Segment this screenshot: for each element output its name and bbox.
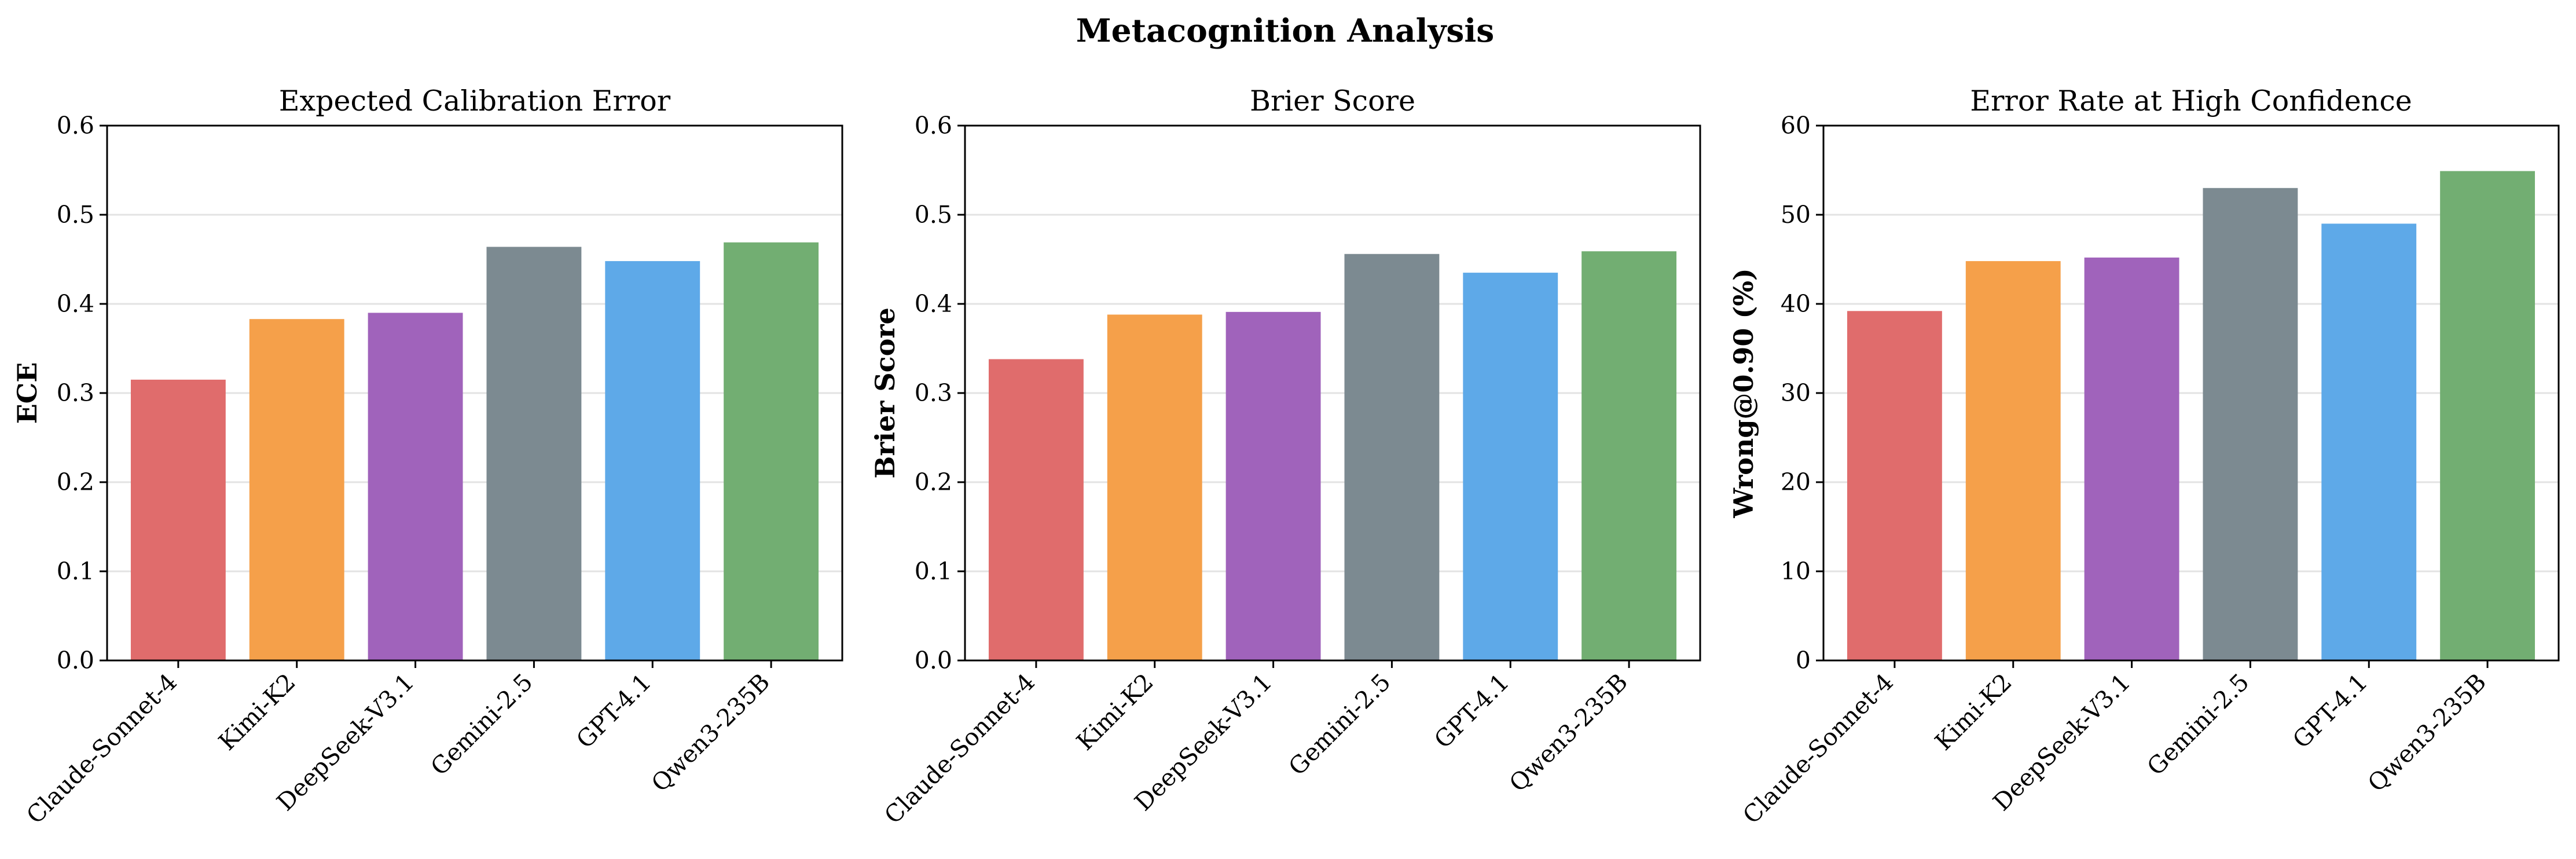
plot-frame xyxy=(1822,124,2560,662)
x-tick-label: Kimi-K2 xyxy=(1071,668,1159,756)
y-tick-label: 0.3 xyxy=(57,379,94,407)
x-tick-label: Qwen3-235B xyxy=(2362,668,2491,797)
bar-gpt-4-1 xyxy=(605,261,700,661)
y-tick-label: 0.3 xyxy=(915,379,952,407)
bar-kimi-k2 xyxy=(1965,261,2061,661)
figure-title: Metacognition Analysis xyxy=(1076,12,1495,49)
y-tick-label: 0.6 xyxy=(915,112,952,140)
y-tick-label: 0.1 xyxy=(915,557,952,585)
y-tick-label: 40 xyxy=(1781,290,1811,318)
bar-claude-sonnet-4 xyxy=(988,359,1084,660)
y-tick-label: 0.0 xyxy=(915,647,952,674)
bar-deepseek-v3-1 xyxy=(2084,257,2179,660)
x-tick-label: Gemini-2.5 xyxy=(425,668,538,781)
bar-qwen3-235b xyxy=(1581,251,1677,660)
y-tick-label: 0.2 xyxy=(915,468,952,496)
bar-deepseek-v3-1 xyxy=(1225,311,1321,660)
bar-qwen3-235b xyxy=(2440,171,2535,660)
bar-gemini-2-5 xyxy=(1344,254,1440,660)
x-tick-label: Kimi-K2 xyxy=(1929,668,2017,756)
y-tick-label: 0.5 xyxy=(915,201,952,229)
x-tick-label: GPT-4.1 xyxy=(2287,668,2373,754)
y-tick-label: 0.0 xyxy=(57,647,94,674)
y-tick-label: 0.4 xyxy=(915,290,952,318)
y-axis-label: ECE xyxy=(12,362,43,424)
y-tick-label: 0.5 xyxy=(57,201,94,229)
chart-panel-2: 0.0 0.1 0.2 0.3 0.4 0.5 0.6 Claude-Sonnet-4 Kimi… xyxy=(869,85,1701,829)
y-tick-label: 0.6 xyxy=(57,112,94,140)
panel-title: Expected Calibration Error xyxy=(279,85,671,118)
x-tick-label: Claude-Sonnet-4 xyxy=(21,668,182,829)
plot-frame xyxy=(964,124,1701,662)
bar-gemini-2-5 xyxy=(486,247,582,660)
x-tick-label: Gemini-2.5 xyxy=(1283,668,1396,781)
x-tick-label: Kimi-K2 xyxy=(213,668,301,756)
bar-claude-sonnet-4 xyxy=(130,379,226,660)
bar-gpt-4-1 xyxy=(1463,273,1558,661)
y-tick-label: 30 xyxy=(1781,379,1811,407)
y-tick-label: 20 xyxy=(1781,468,1811,496)
y-tick-label: 50 xyxy=(1781,201,1811,229)
y-tick-label: 10 xyxy=(1781,557,1811,585)
bar-kimi-k2 xyxy=(249,319,344,660)
x-tick-label: Qwen3-235B xyxy=(646,668,775,797)
bar-gpt-4-1 xyxy=(2321,223,2417,660)
y-tick-label: 0.4 xyxy=(57,290,94,318)
x-tick-label: GPT-4.1 xyxy=(1429,668,1514,754)
panel-title: Error Rate at High Confidence xyxy=(1970,85,2412,118)
x-tick-label: GPT-4.1 xyxy=(571,668,656,754)
y-axis-label: Brier Score xyxy=(869,307,901,479)
bar-deepseek-v3-1 xyxy=(368,313,463,660)
bar-claude-sonnet-4 xyxy=(1847,311,1942,660)
panel-title: Brier Score xyxy=(1250,85,1415,118)
y-tick-label: 0.1 xyxy=(57,557,94,585)
bar-qwen3-235b xyxy=(724,242,819,660)
y-tick-label: 60 xyxy=(1781,112,1811,140)
y-tick-label: 0.2 xyxy=(57,468,94,496)
x-tick-label: Qwen3-235B xyxy=(1504,668,1633,797)
x-tick-label: Gemini-2.5 xyxy=(2142,668,2255,781)
plot-frame xyxy=(106,124,843,662)
chart-panel-1: 0.0 0.1 0.2 0.3 0.4 0.5 0.6 Claude-Sonnet-4 Kimi… xyxy=(12,85,843,829)
bar-gemini-2-5 xyxy=(2203,188,2298,660)
y-tick-label: 0 xyxy=(1796,647,1811,674)
x-tick-label: Claude-Sonnet-4 xyxy=(1737,668,1899,829)
bar-kimi-k2 xyxy=(1107,314,1202,660)
x-tick-label: Claude-Sonnet-4 xyxy=(879,668,1040,829)
y-axis-label: Wrong@0.90 (%) xyxy=(1728,268,1759,518)
